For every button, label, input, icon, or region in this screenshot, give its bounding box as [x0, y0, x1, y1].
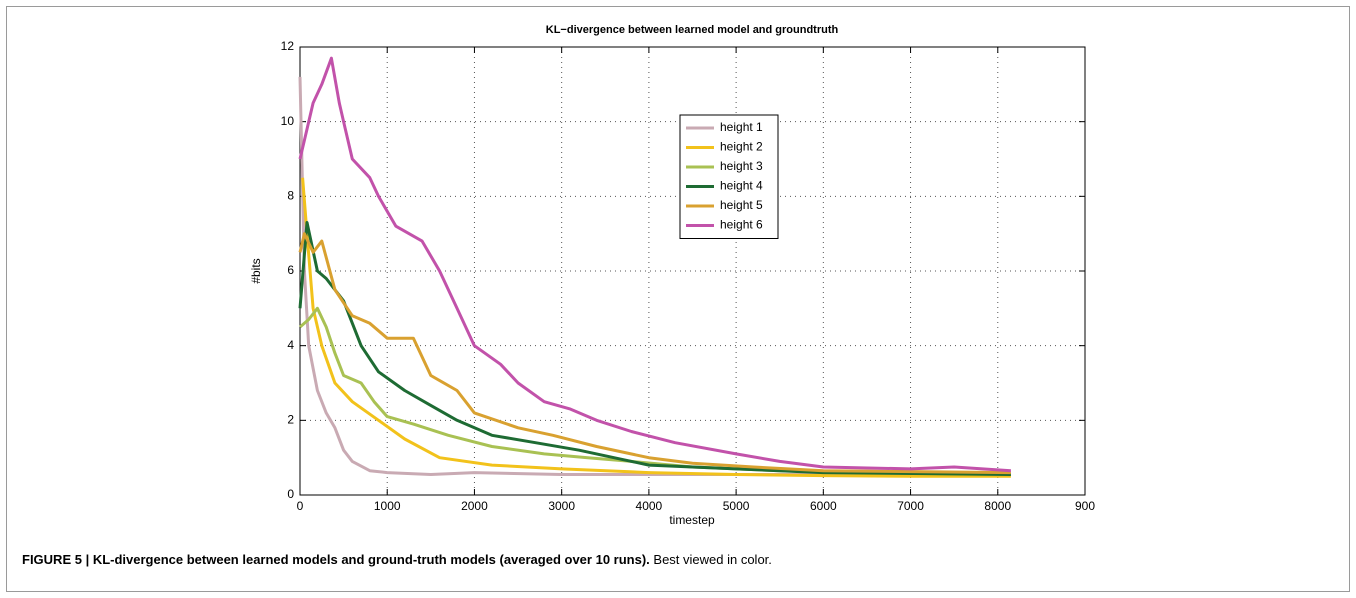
y-tick-label: 10 [281, 114, 295, 128]
series-line [298, 232, 1011, 475]
legend-label: height 5 [720, 198, 763, 212]
legend: height 1 height 2 height 3 height 4 height 5… [679, 114, 779, 239]
legend-label: height 1 [720, 120, 763, 134]
legend-label: height 4 [720, 179, 763, 193]
y-tick-label: 4 [287, 338, 294, 352]
x-tick-label: 2000 [461, 499, 488, 513]
caption: FIGURE 5 | KL-divergence between learned… [22, 552, 772, 567]
series-line [298, 76, 1011, 476]
x-axis-label: timestep [669, 513, 715, 527]
x-tick-label: 6000 [810, 499, 837, 513]
x-tick-label: 900 [1075, 499, 1095, 513]
y-tick-label: 12 [281, 39, 295, 53]
x-tick-label: 8000 [984, 499, 1011, 513]
x-tick-label: 1000 [374, 499, 401, 513]
x-tick-label: 3000 [548, 499, 575, 513]
x-tick-label: 4000 [636, 499, 663, 513]
plot-frame [299, 46, 1086, 496]
legend-label: height 2 [720, 140, 763, 154]
caption-bold: FIGURE 5 | KL-divergence between learned… [22, 552, 650, 567]
legend-box [679, 114, 779, 239]
y-tick-label: 0 [287, 487, 294, 501]
caption-text: Best viewed in color. [650, 552, 772, 567]
chart-title: KL−divergence between learned model and … [546, 24, 839, 36]
series-line [301, 177, 1011, 478]
x-tick-label: 5000 [723, 499, 750, 513]
series-line [298, 56, 1011, 473]
y-tick-label: 2 [287, 413, 294, 427]
y-tick-label: 6 [287, 263, 294, 277]
x-tick-label: 0 [297, 499, 304, 513]
legend-label: height 6 [720, 218, 763, 232]
figure-frame [6, 6, 1350, 592]
legend-label: height 3 [720, 159, 763, 173]
x-tick-label: 7000 [897, 499, 924, 513]
series-line [298, 221, 1011, 476]
y-tick-label: 8 [287, 189, 294, 203]
y-axis-label: #bits [249, 258, 263, 283]
